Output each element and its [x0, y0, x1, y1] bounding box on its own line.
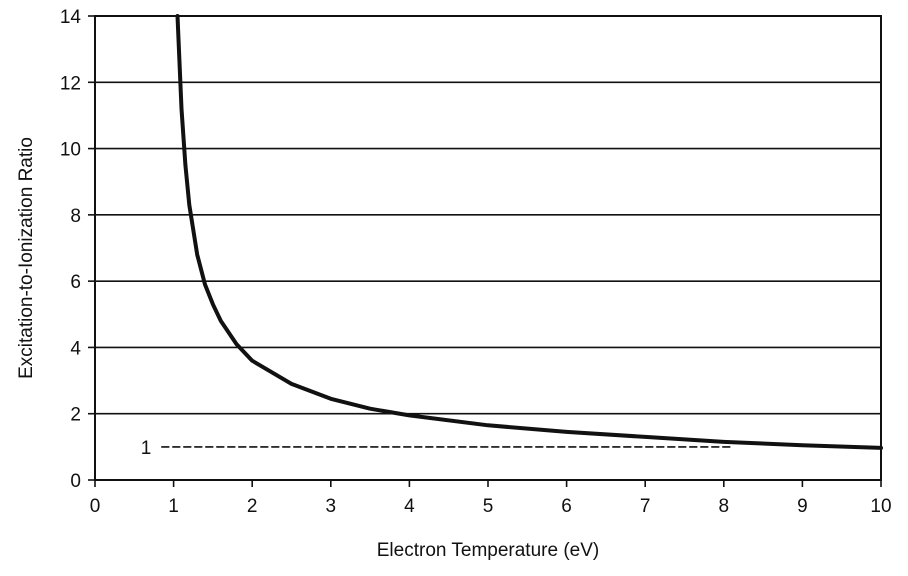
y-tick-label: 10	[60, 140, 81, 161]
y-axis-title: Excitation-to-Ionization Ratio	[16, 137, 37, 379]
y-tick-label: 6	[70, 272, 81, 293]
x-tick-label: 8	[719, 496, 730, 517]
x-tick-label: 1	[168, 496, 179, 517]
x-tick-label: 3	[326, 496, 337, 517]
x-axis-title: Electron Temperature (eV)	[377, 540, 599, 561]
y-tick-label: 0	[70, 471, 81, 492]
x-tick-label: 4	[404, 496, 415, 517]
gridlines	[95, 81, 881, 415]
x-tick-label: 9	[797, 496, 808, 517]
y-tick-label: 14	[60, 7, 82, 28]
ratio-curve	[175, 14, 883, 450]
plot-frame	[94, 15, 882, 481]
y-tick-label: 2	[70, 405, 81, 426]
annotation-label: 1	[141, 438, 152, 459]
x-tick-label: 7	[640, 496, 651, 517]
series-layer	[161, 14, 883, 450]
x-tick-label: 10	[870, 496, 891, 517]
x-tick-label: 6	[561, 496, 572, 517]
y-tick-label: 12	[60, 73, 81, 94]
annotations: 1	[141, 438, 152, 459]
x-tick-label: 2	[247, 496, 258, 517]
y-tick-label: 8	[70, 206, 81, 227]
y-tick-label: 4	[70, 338, 81, 359]
x-tick-label: 0	[90, 496, 101, 517]
x-tick-label: 5	[483, 496, 494, 517]
